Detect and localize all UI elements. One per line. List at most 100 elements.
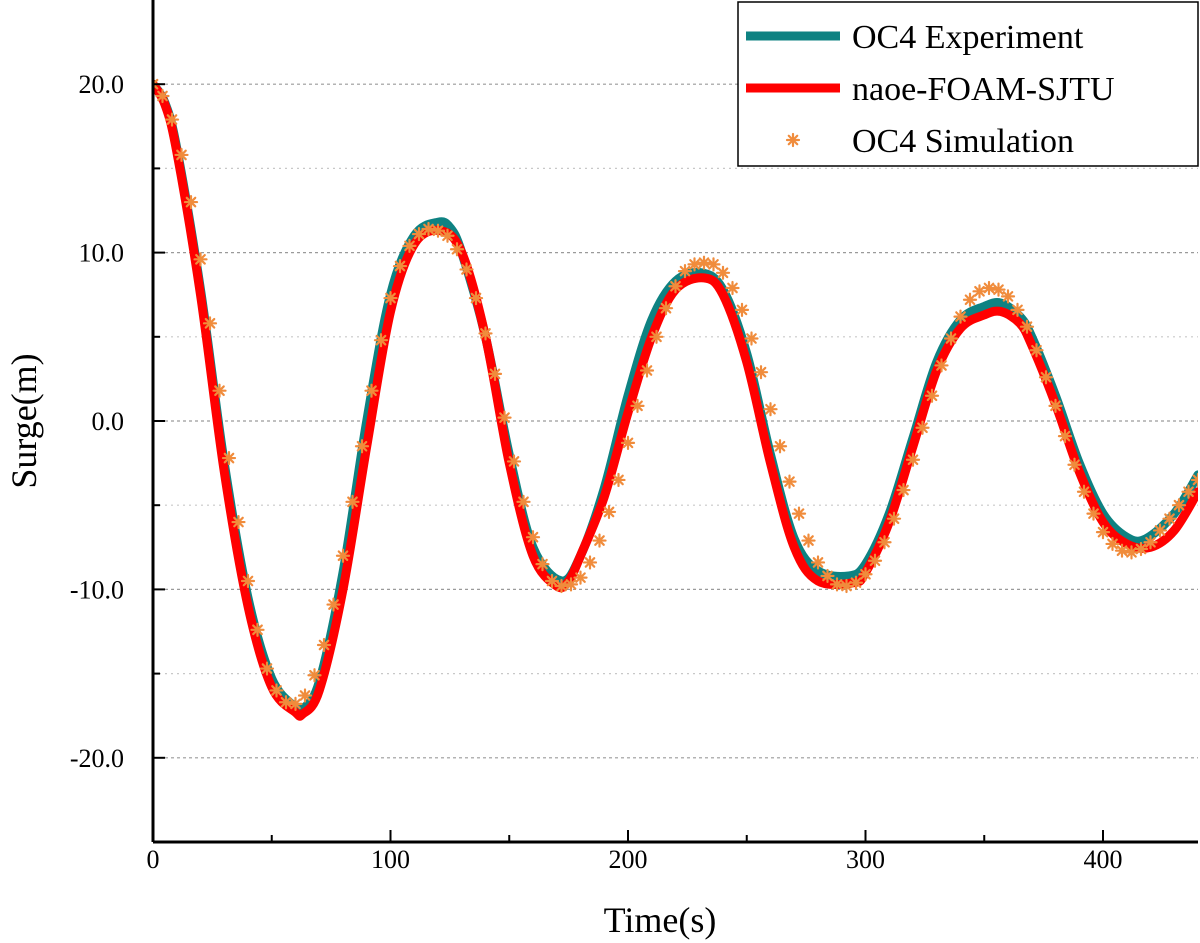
- data-point: [297, 688, 313, 703]
- data-point: [212, 383, 227, 398]
- data-point: [1019, 319, 1035, 334]
- data-point: [516, 494, 531, 509]
- data-point: [1057, 429, 1073, 444]
- data-point: [924, 388, 940, 403]
- data-point: [1010, 302, 1025, 317]
- data-point: [658, 301, 674, 316]
- plot-area: [153, 77, 1198, 721]
- data-point: [554, 578, 569, 594]
- data-point: [1105, 536, 1120, 552]
- data-point: [497, 410, 512, 425]
- data-point: [573, 570, 588, 585]
- data-point: [791, 506, 807, 521]
- data-point: [430, 223, 446, 238]
- data-point: [440, 228, 455, 243]
- legend-label-oc4-simulation: OC4 Simulation: [852, 123, 1074, 160]
- legend: OC4 Experiment naoe-FOAM-SJTU OC4 Simulati…: [737, 1, 1199, 167]
- data-point: [696, 255, 712, 270]
- data-point: [506, 454, 522, 469]
- legend-swatch-oc4-simulation: [785, 132, 801, 148]
- data-point: [649, 329, 664, 344]
- data-point: [326, 597, 341, 612]
- data-point: [307, 668, 322, 683]
- data-point: [535, 557, 550, 572]
- data-point: [1162, 511, 1177, 526]
- data-point: [782, 474, 797, 489]
- data-point: [174, 147, 189, 163]
- data-point: [1076, 484, 1092, 499]
- data-point: [582, 555, 598, 570]
- data-point: [335, 548, 351, 563]
- data-point: [1190, 472, 1198, 488]
- data-point: [934, 358, 949, 373]
- data-point: [563, 577, 579, 592]
- data-point: [753, 365, 769, 380]
- data-point: [886, 511, 902, 526]
- data-point: [867, 553, 883, 568]
- data-point: [373, 333, 389, 348]
- data-point: [1038, 370, 1054, 385]
- legend-label-oc4-experiment: OC4 Experiment: [852, 19, 1084, 56]
- data-point: [221, 450, 237, 466]
- data-point: [620, 435, 636, 450]
- data-point: [943, 331, 959, 346]
- data-point: [316, 637, 332, 653]
- data-point: [744, 331, 759, 346]
- data-point: [487, 366, 503, 381]
- data-point: [611, 472, 626, 488]
- data-point: [858, 567, 873, 582]
- data-point: [402, 238, 417, 253]
- data-point: [896, 482, 911, 498]
- series-markers-oc4-simulation: [153, 77, 1198, 712]
- data-point: [459, 262, 474, 277]
- data-point: [1181, 484, 1196, 499]
- data-point: [1133, 541, 1149, 557]
- y-tick-label: -10.0: [70, 575, 124, 604]
- data-point: [278, 695, 294, 710]
- data-point: [687, 257, 702, 272]
- y-tick-label: 0.0: [92, 407, 125, 436]
- data-point: [801, 533, 816, 548]
- data-point: [288, 696, 303, 712]
- x-axis-title: Time(s): [604, 900, 717, 940]
- data-point: [1152, 523, 1168, 538]
- data-point: [240, 573, 256, 589]
- data-point: [820, 568, 835, 584]
- data-point: [1000, 289, 1016, 304]
- data-point: [772, 439, 788, 454]
- data-point: [193, 252, 208, 267]
- data-point: [1067, 457, 1082, 472]
- legend-label-naoe-foam-sjtu: naoe-FOAM-SJTU: [852, 71, 1115, 108]
- data-point: [411, 226, 427, 242]
- tick-marks: [152, 83, 1104, 842]
- data-point: [715, 265, 731, 280]
- data-point: [1114, 543, 1130, 558]
- data-point: [449, 242, 465, 257]
- data-point: [345, 494, 360, 509]
- data-point: [155, 88, 170, 104]
- data-point: [1095, 525, 1111, 540]
- data-point: [877, 535, 892, 550]
- data-point: [231, 514, 246, 530]
- x-tick-label: 400: [1084, 845, 1123, 874]
- data-point: [383, 290, 398, 306]
- data-point: [392, 258, 408, 274]
- data-point: [364, 383, 379, 398]
- data-point: [677, 264, 693, 279]
- data-point: [592, 533, 607, 548]
- y-tick-label: 10.0: [79, 239, 125, 268]
- data-point: [250, 622, 265, 637]
- data-point: [354, 439, 370, 454]
- data-point: [668, 279, 683, 294]
- data-point: [468, 290, 484, 306]
- data-point: [630, 398, 645, 413]
- data-point: [183, 194, 199, 210]
- data-point: [259, 661, 275, 676]
- data-point: [915, 420, 930, 435]
- data-point: [1048, 398, 1063, 413]
- data-point: [848, 575, 864, 590]
- data-point: [725, 280, 740, 296]
- data-point: [1086, 506, 1101, 521]
- data-point: [981, 280, 997, 296]
